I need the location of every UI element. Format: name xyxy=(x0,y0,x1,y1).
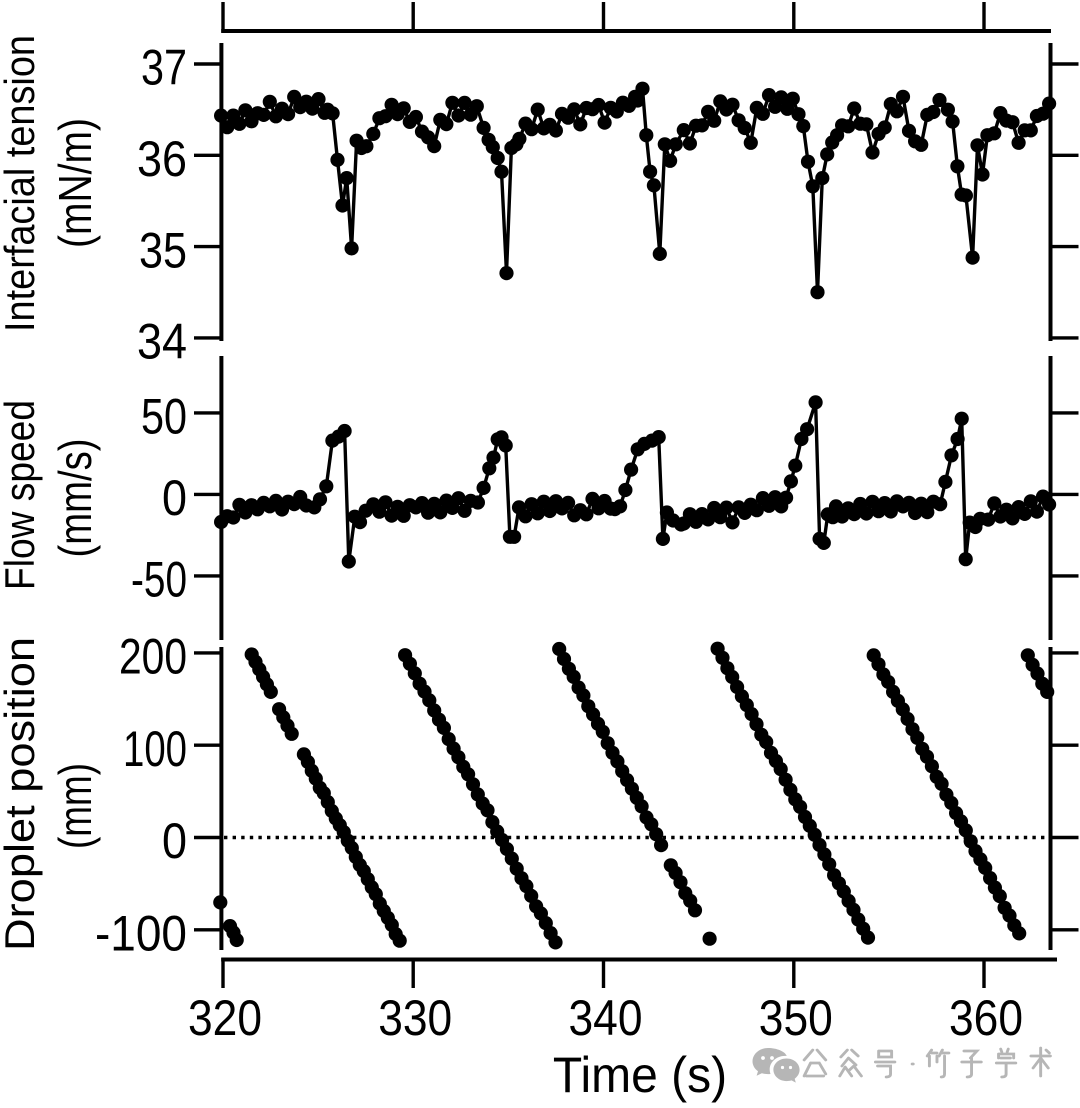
svg-text:36: 36 xyxy=(137,131,187,187)
svg-text:50: 50 xyxy=(141,389,187,445)
svg-text:330: 330 xyxy=(378,990,452,1046)
svg-text:(mN/m): (mN/m) xyxy=(49,118,101,248)
svg-text:200: 200 xyxy=(119,629,187,685)
svg-text:(mm/s): (mm/s) xyxy=(49,439,101,558)
svg-text:320: 320 xyxy=(188,990,262,1046)
svg-text:-50: -50 xyxy=(131,552,187,608)
svg-text:350: 350 xyxy=(759,990,833,1046)
svg-text:37: 37 xyxy=(141,40,187,96)
svg-text:34: 34 xyxy=(137,314,187,370)
svg-text:Droplet position: Droplet position xyxy=(0,637,43,951)
svg-text:Interfacial tension: Interfacial tension xyxy=(0,35,43,332)
svg-text:100: 100 xyxy=(123,721,187,777)
svg-text:360: 360 xyxy=(949,990,1023,1046)
svg-text:-100: -100 xyxy=(95,906,187,962)
svg-text:35: 35 xyxy=(139,222,187,278)
svg-text:Flow speed: Flow speed xyxy=(0,400,43,590)
svg-text:0: 0 xyxy=(162,470,187,526)
svg-text:340: 340 xyxy=(569,990,643,1046)
svg-text:0: 0 xyxy=(162,813,187,869)
svg-text:Time (s): Time (s) xyxy=(553,1048,727,1103)
svg-text:(mm): (mm) xyxy=(49,763,101,849)
